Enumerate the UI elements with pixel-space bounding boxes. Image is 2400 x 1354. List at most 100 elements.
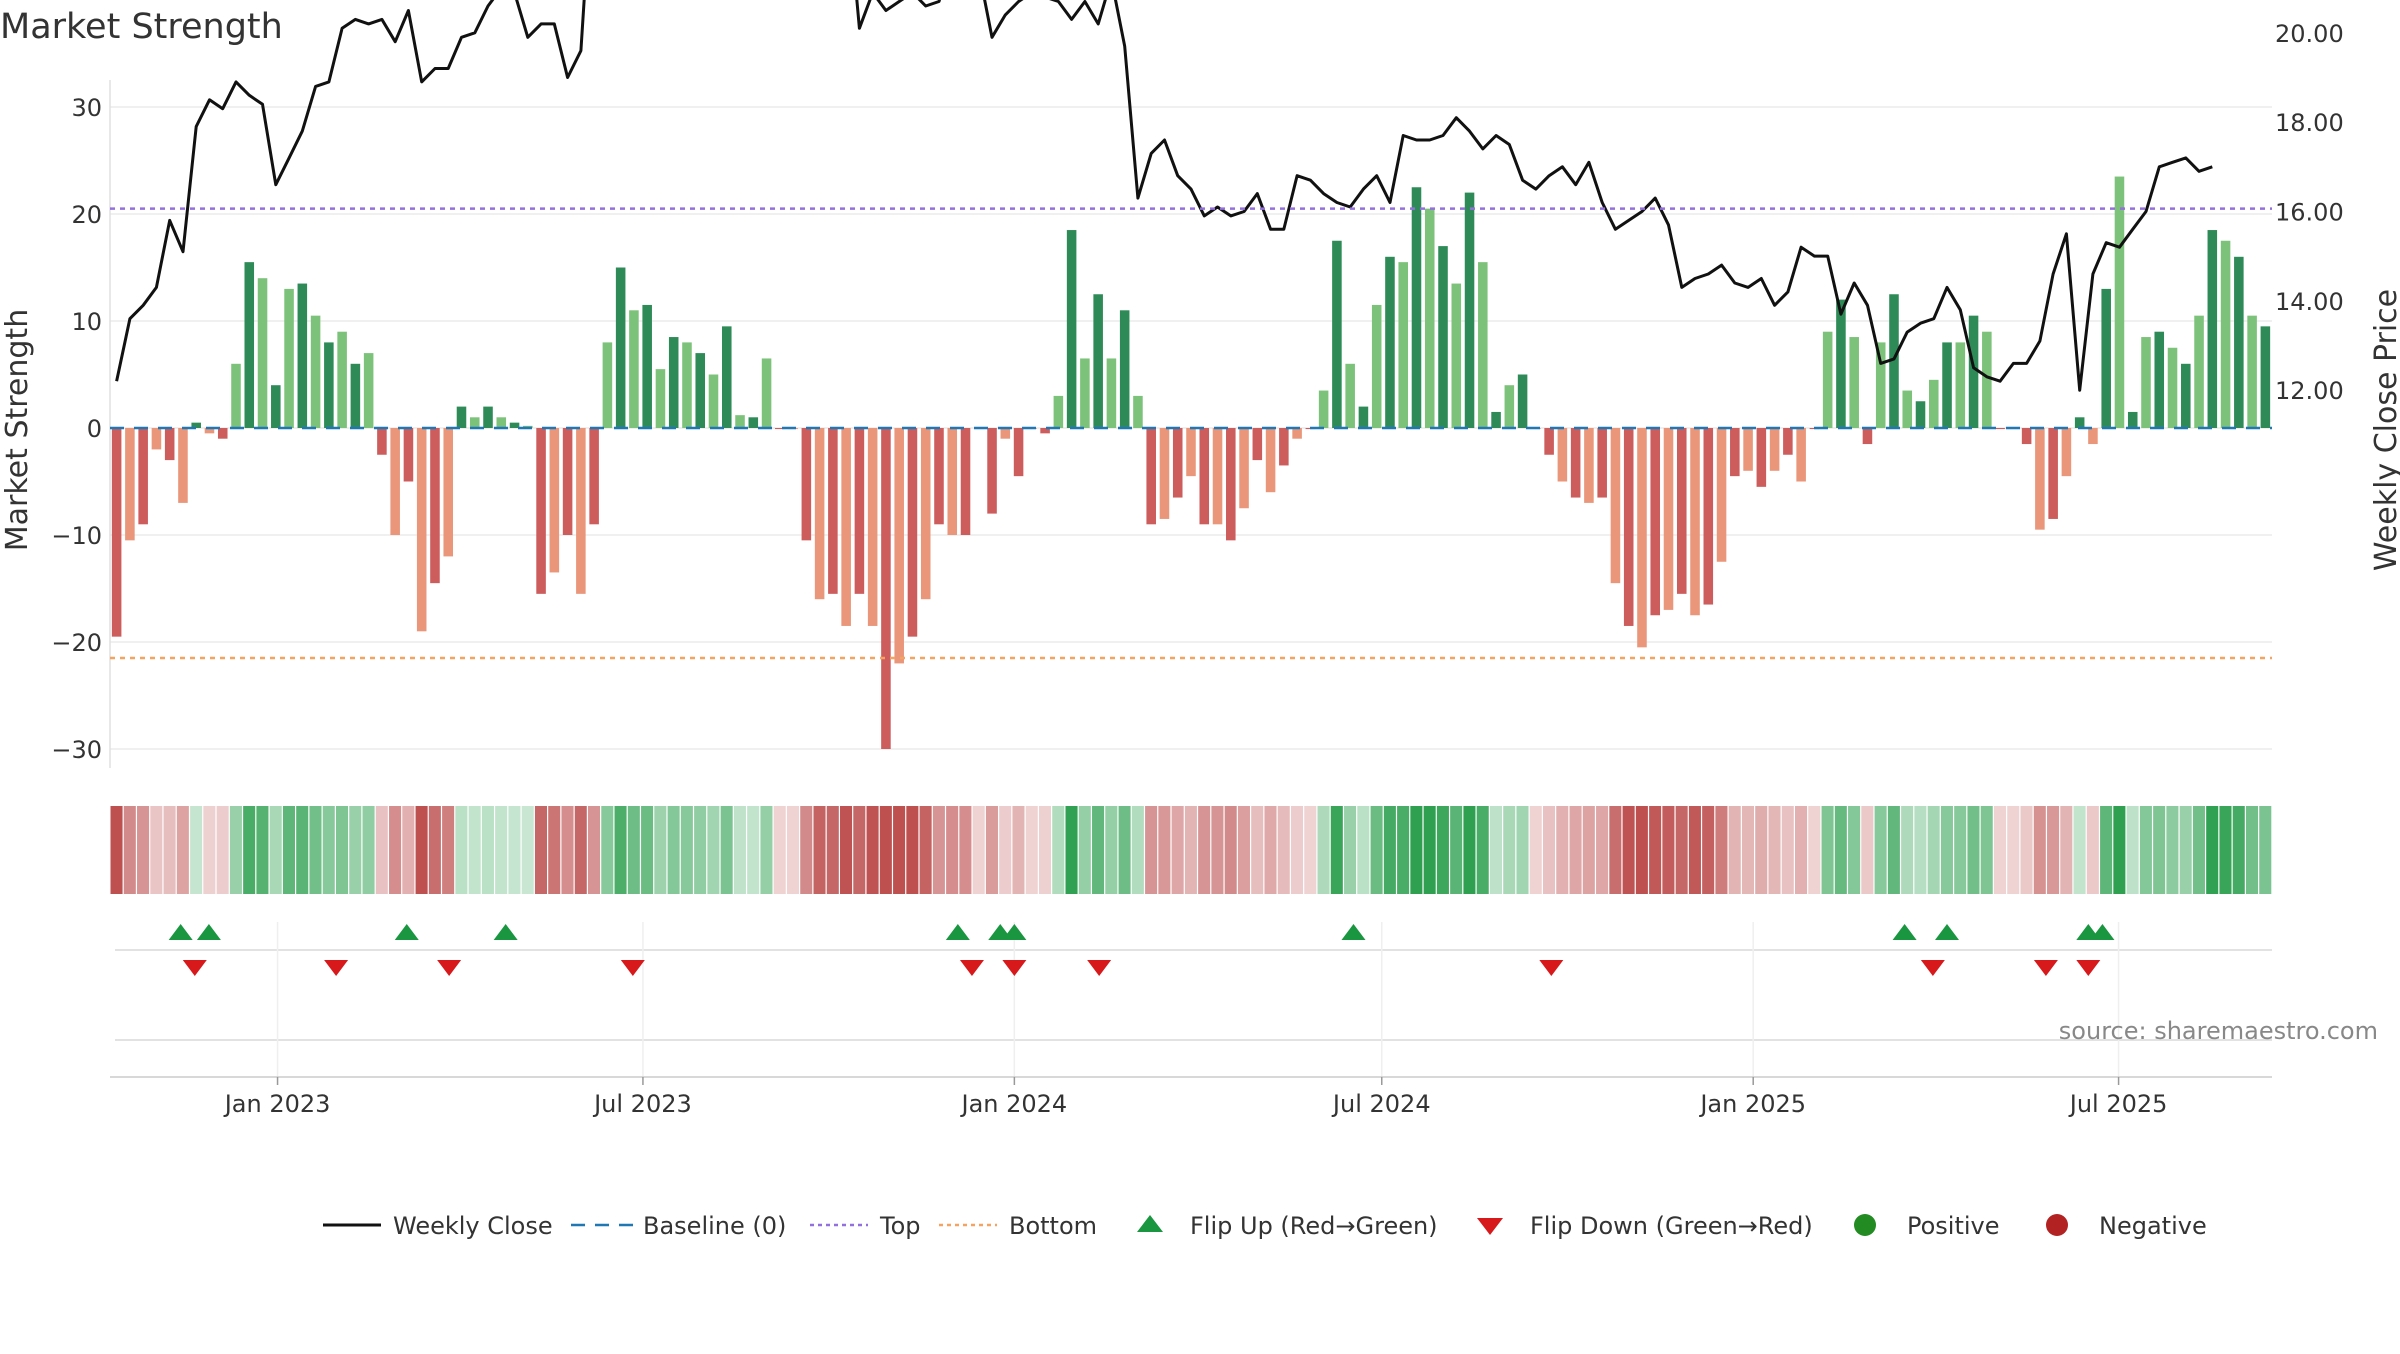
strength-bar [1239,428,1249,509]
heat-cell [1237,806,1250,894]
strength-bar [2234,256,2244,428]
heat-cell [1927,806,1940,894]
heat-cell [667,806,680,894]
strength-bar [2021,428,2032,445]
strength-bar [2207,230,2218,428]
heat-cell [1092,806,1105,894]
strength-bar [1517,374,1528,428]
heat-cell [1635,806,1648,894]
strength-bar [960,428,971,535]
y-right-tick-label: 20.00 [2275,20,2344,48]
strength-bar [363,353,374,428]
heat-cell [1808,806,1821,894]
y-right-tick-label: 18.00 [2275,109,2344,137]
heat-cell [587,806,601,894]
strength-bar [1186,428,1196,477]
strength-bar [1756,428,1767,487]
heat-cell [694,806,707,894]
y-left-tick-label: 30 [71,94,102,122]
strength-bar [1955,342,1966,428]
heat-cell [1874,806,1887,894]
x-axis: Jan 2023 Jul 2023 Jan 2024 Jul 2024 Jan 2025… [110,1076,2272,1118]
heat-cell [893,806,906,894]
strength-bar [284,288,294,428]
heat-cell [2232,806,2245,894]
reference-lines [110,207,2272,660]
strength-bar [191,422,201,428]
heat-cell [1198,806,1211,894]
strength-bar [1199,428,1210,525]
y-left-tick-label: −20 [51,629,102,657]
strength-bar [682,342,692,428]
flip-up-marker [394,924,419,940]
heat-cell [1516,806,1529,894]
x-tick-label: Jul 2025 [2068,1090,2168,1118]
heat-cell [415,806,428,894]
strength-bar [1332,240,1342,428]
heat-cell [1848,806,1861,894]
strength-bar [1000,428,1011,439]
heat-cell [1423,806,1436,894]
strength-bar [1119,310,1130,428]
heat-cell [1436,806,1449,894]
strength-bar [934,428,944,525]
heat-cell [1582,806,1595,894]
strength-bar [867,428,878,626]
strength-bar [828,428,838,594]
heat-cell [1184,806,1197,894]
heat-cell [1038,806,1052,894]
strength-bar [1265,428,1276,493]
x-tick-label: Jan 2025 [1698,1090,1806,1118]
flip-up-marker [1002,924,1027,940]
heat-cell [1702,806,1715,894]
strength-bar [2101,288,2111,428]
heat-cell [1940,806,1953,894]
chart-title: Market Strength [0,7,283,47]
heat-cell [2166,806,2179,894]
legend-label-baseline: Baseline (0) [643,1212,786,1240]
strength-bar [1557,428,1568,482]
legend-label-top: Top [879,1212,921,1240]
strength-bar [1053,395,1064,428]
strength-bar [2035,428,2045,530]
strength-bar [1438,246,1448,428]
heat-cell [1410,806,1423,894]
heat-cell [1397,806,1410,894]
strength-bar [297,283,308,428]
heat-cell [1542,806,1556,894]
strength-bar [456,406,467,428]
strength-bar [1875,342,1886,428]
heat-cell [1967,806,1980,894]
flip-up-marker [1892,924,1917,940]
heat-cell [534,806,548,894]
heat-cell [1344,806,1357,894]
strength-bar [1942,342,1952,428]
heat-cell [747,806,760,894]
flip-up-marker [2090,924,2115,940]
strength-bar [1358,406,1369,428]
heat-cell [1993,806,2007,894]
strength-bar [761,358,772,428]
strength-bar [1822,331,1833,428]
strength-bar [629,310,639,428]
strength-bar [324,342,334,428]
strength-bar [151,428,162,450]
flip-down-marker [2033,960,2058,976]
heat-cell [574,806,587,894]
heat-cell [919,806,932,894]
strength-bar [337,331,347,428]
heat-cell [1463,806,1476,894]
heat-cell [2219,806,2232,894]
strength-bar [430,428,440,584]
flip-down-marker [1087,960,1112,976]
heat-cell [296,806,309,894]
strength-bar [841,428,851,626]
strength-bar [1292,428,1302,439]
heat-cell [1211,806,1224,894]
flip-up-marker [945,924,970,940]
strength-bar [2260,326,2271,428]
strength-bar [602,342,613,428]
strength-bar [403,428,414,482]
heat-cell [840,806,853,894]
